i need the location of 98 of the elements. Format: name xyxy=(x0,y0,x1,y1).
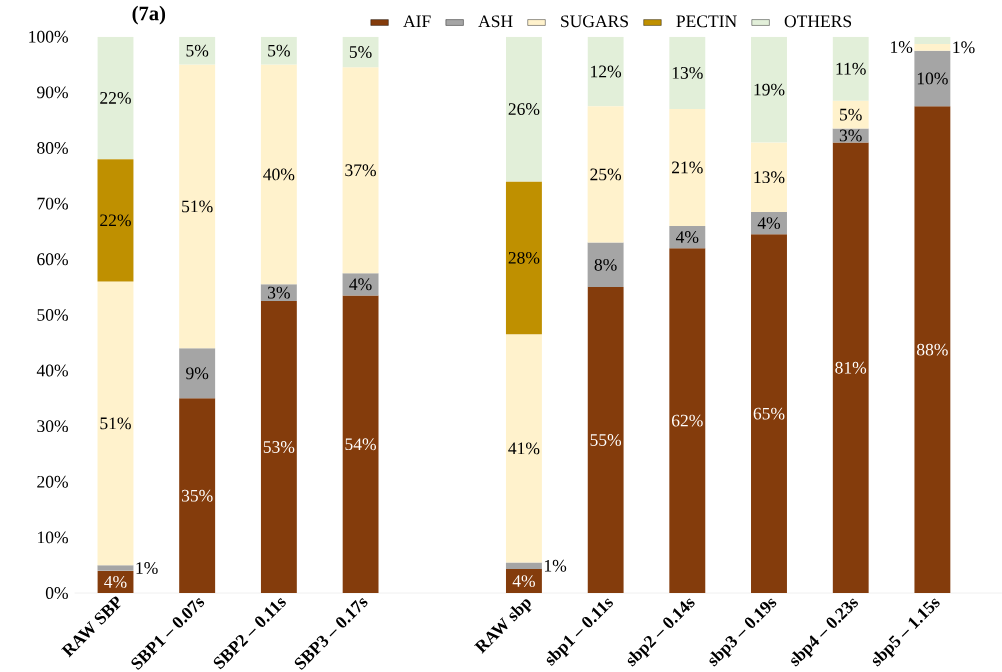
bar xyxy=(505,36,542,182)
y-tick-label: 30% xyxy=(37,420,68,432)
bar xyxy=(669,108,706,226)
bar xyxy=(260,284,297,301)
data-label: 4% xyxy=(512,574,535,587)
data-label: 5% xyxy=(840,108,862,121)
bar xyxy=(260,64,297,285)
data-label: 88% xyxy=(916,343,948,356)
bar xyxy=(751,36,787,143)
bar xyxy=(914,106,951,593)
bar xyxy=(914,43,951,51)
legend-label: SUGARS xyxy=(561,15,628,27)
bar xyxy=(669,247,706,593)
bar xyxy=(97,565,134,571)
data-label: 13% xyxy=(754,171,785,183)
data-label: 1% xyxy=(953,41,975,54)
data-label: 4% xyxy=(349,278,372,291)
data-label: 55% xyxy=(590,433,622,446)
y-tick-label: 90% xyxy=(37,86,68,99)
bar xyxy=(751,142,787,212)
data-label: 81% xyxy=(835,361,867,374)
data-label: 37% xyxy=(345,164,376,176)
bar xyxy=(97,281,134,566)
data-label: 1% xyxy=(136,561,158,574)
data-label: 40% xyxy=(263,168,295,181)
data-label: 4% xyxy=(757,216,781,229)
bar xyxy=(97,36,134,159)
y-tick-label: 60% xyxy=(37,253,68,265)
bar xyxy=(832,36,869,101)
data-label: 19% xyxy=(754,83,785,96)
y-tick-label: 50% xyxy=(37,308,68,321)
data-label: 9% xyxy=(186,367,209,380)
y-tick-label: 70% xyxy=(37,197,68,210)
bar xyxy=(914,36,951,44)
data-label: 5% xyxy=(268,44,290,57)
bar xyxy=(260,36,297,65)
bar xyxy=(751,211,787,235)
y-tick-label: 20% xyxy=(37,475,68,488)
bar xyxy=(751,234,787,593)
bar xyxy=(832,142,869,593)
data-label: 22% xyxy=(100,214,131,227)
data-label: 10% xyxy=(917,72,948,85)
bar xyxy=(179,398,216,593)
data-label: 51% xyxy=(182,200,213,213)
bar xyxy=(179,36,216,65)
bar xyxy=(505,562,542,569)
legend-label: OTHERS xyxy=(784,15,852,27)
data-label: 13% xyxy=(672,66,703,79)
bar xyxy=(97,158,134,282)
bar xyxy=(179,64,216,349)
data-label: 41% xyxy=(508,442,540,455)
bar xyxy=(505,334,542,563)
bar xyxy=(260,300,297,593)
bar xyxy=(342,36,379,68)
data-label: 1% xyxy=(891,40,913,53)
data-label: 11% xyxy=(836,62,866,75)
data-label: 5% xyxy=(349,45,372,58)
data-label: 22% xyxy=(100,91,131,104)
bar xyxy=(342,295,379,593)
data-label: 35% xyxy=(181,489,213,502)
bar xyxy=(342,67,379,273)
data-label: 51% xyxy=(100,417,131,430)
bar xyxy=(669,36,706,109)
bar xyxy=(914,50,951,107)
y-tick-label: 80% xyxy=(37,141,68,154)
data-label: 26% xyxy=(508,102,540,115)
y-tick-label: 0% xyxy=(45,586,68,599)
data-label: 4% xyxy=(675,230,699,243)
bar xyxy=(587,242,624,287)
data-label: 3% xyxy=(268,286,290,299)
legend-label: AIF xyxy=(403,15,431,27)
legend-label: PECTIN xyxy=(676,15,737,27)
data-label: 54% xyxy=(345,438,376,450)
data-label: 25% xyxy=(590,168,622,181)
y-tick-label: 100% xyxy=(29,30,68,43)
bar xyxy=(669,225,706,248)
data-label: 4% xyxy=(104,575,127,588)
data-label: 3% xyxy=(839,129,862,142)
legend-label: ASH xyxy=(478,15,513,27)
bar xyxy=(587,286,624,593)
y-tick-label: 40% xyxy=(36,364,68,377)
data-label: 8% xyxy=(594,258,617,271)
data-label: 12% xyxy=(591,65,622,78)
data-label: 1% xyxy=(544,559,567,572)
bar xyxy=(832,100,869,129)
data-label: 62% xyxy=(672,414,703,427)
bar xyxy=(179,348,216,399)
data-label: 21% xyxy=(672,161,703,174)
data-label: 53% xyxy=(263,440,295,453)
data-label: 28% xyxy=(508,251,540,264)
y-tick-label: 10% xyxy=(38,531,68,544)
bar xyxy=(587,106,624,243)
chart-title: (7a) xyxy=(132,5,166,25)
bar xyxy=(587,36,624,107)
bar xyxy=(505,568,542,593)
bar xyxy=(505,181,542,335)
data-label: 5% xyxy=(186,44,209,57)
data-label: 65% xyxy=(753,407,785,420)
